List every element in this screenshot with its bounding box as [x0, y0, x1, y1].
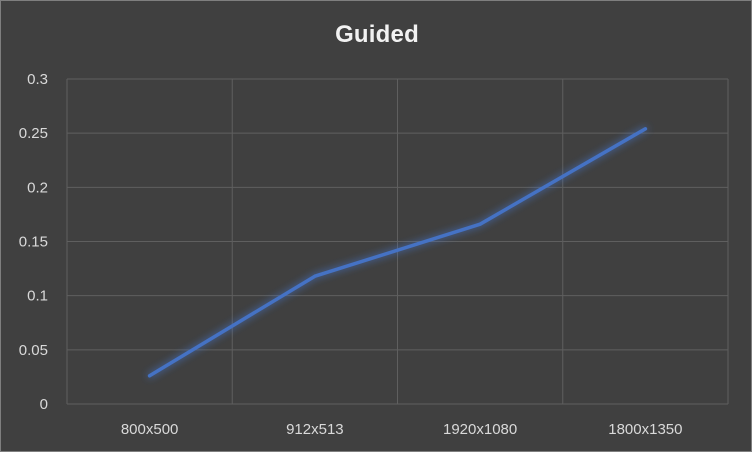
x-tick-label: 1800x1350 [608, 421, 682, 438]
y-tick-label: 0 [40, 396, 48, 413]
y-tick-label: 0.3 [27, 71, 48, 88]
y-axis-labels: 0 0.05 0.1 0.15 0.2 0.25 0.3 [19, 71, 48, 413]
data-point [478, 222, 482, 226]
x-tick-label: 912x513 [286, 421, 344, 438]
y-tick-label: 0.05 [19, 342, 48, 359]
y-tick-label: 0.15 [19, 234, 48, 251]
data-point [643, 127, 647, 131]
x-tick-label: 800x500 [121, 421, 179, 438]
x-tick-label: 1920x1080 [443, 421, 517, 438]
data-point [313, 274, 317, 278]
y-tick-label: 0.1 [27, 288, 48, 305]
y-tick-label: 0.2 [27, 179, 48, 196]
y-tick-label: 0.25 [19, 125, 48, 142]
grid [66, 78, 729, 405]
series [147, 127, 648, 378]
chart-title: Guided [335, 21, 419, 48]
series-line [147, 127, 648, 378]
x-axis-labels: 800x500 912x513 1920x1080 1800x1350 [121, 421, 683, 438]
data-point [148, 374, 152, 378]
